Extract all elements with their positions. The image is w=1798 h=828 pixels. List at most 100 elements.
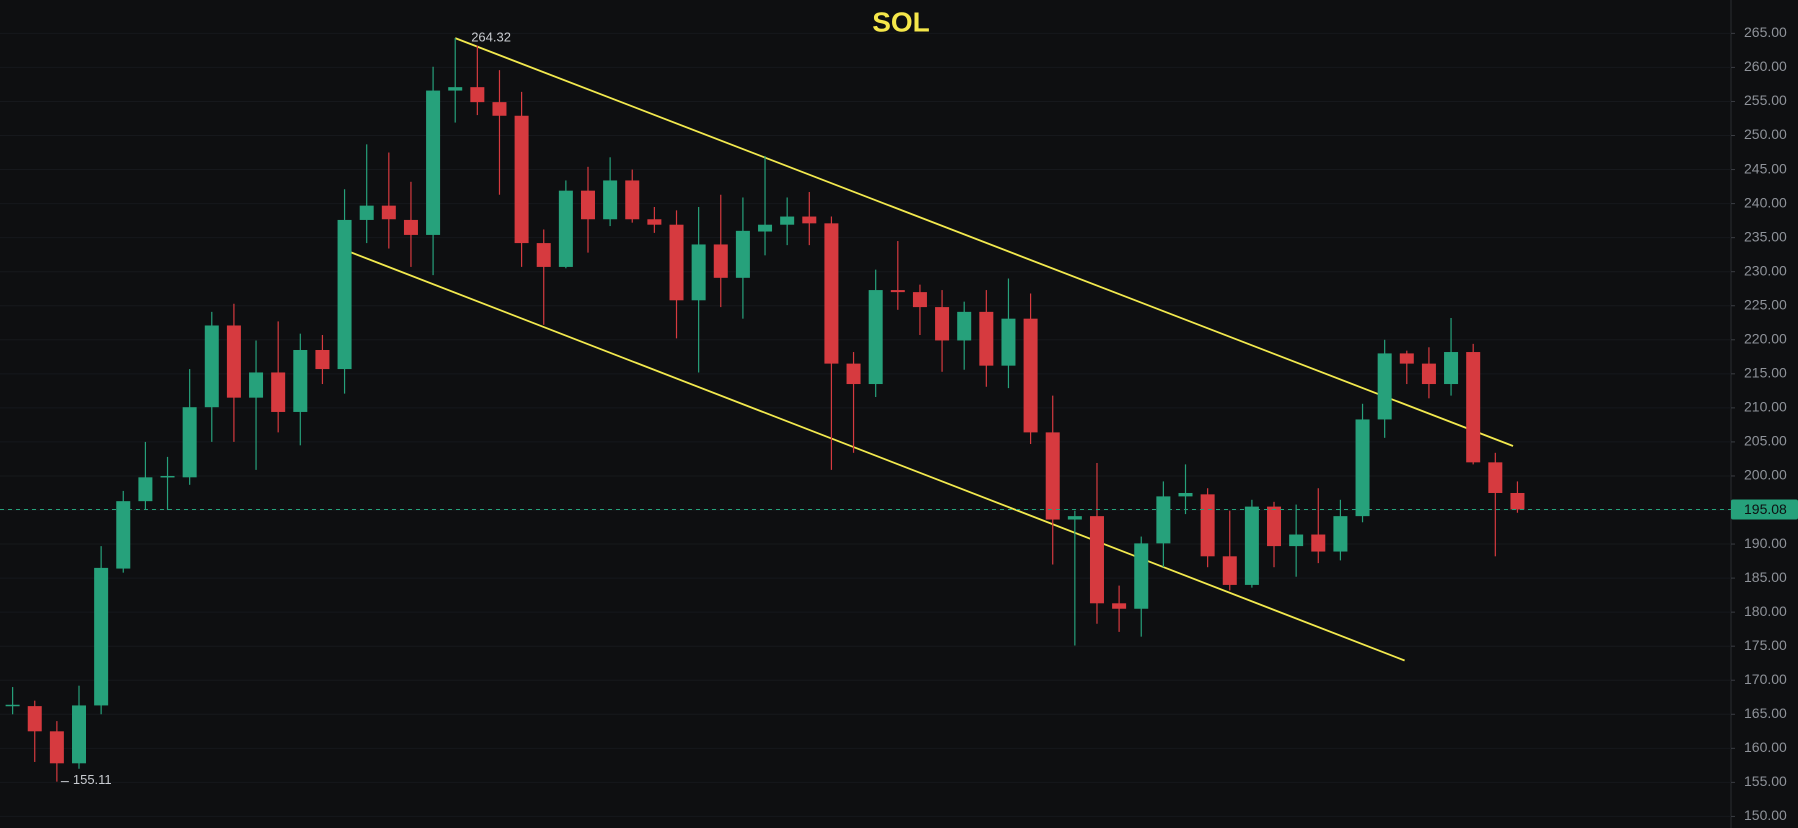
candle-body [1023,318,1038,433]
candle-body [403,219,418,235]
candle-body [1421,363,1436,385]
candle-body [1200,494,1215,557]
candle-body [846,363,861,385]
candle-body [735,230,750,278]
candle-body [49,731,64,764]
candle-body [182,407,197,478]
y-tick-label: 250.00 [1744,126,1787,142]
candle-body [1244,506,1259,585]
y-tick-label: 225.00 [1744,296,1787,312]
candle-body [1156,496,1171,544]
candle-body [824,223,839,364]
candle-body [359,205,374,220]
y-tick-label: 230.00 [1744,262,1787,278]
candle-body [1488,462,1503,493]
candle-body [536,243,551,267]
candle-body [1178,492,1193,497]
candle-body [337,219,352,370]
y-tick-label: 160.00 [1744,739,1787,755]
candle-body [1267,506,1282,547]
y-tick-label: 240.00 [1744,194,1787,210]
y-tick-label: 165.00 [1744,705,1787,721]
y-tick-label: 215.00 [1744,365,1787,381]
candles: 264.32 155.11 [0,29,1731,787]
candle-body [1510,492,1525,510]
price-axis: 150.00 155.00 160.00 165.00 170.00 175.00 180.… [1731,24,1798,823]
high-label: 264.32 [471,29,511,44]
candle-body [1067,516,1082,520]
candle-body [514,115,529,244]
candle-body [558,190,573,267]
y-tick-label: 180.00 [1744,603,1787,619]
candle-body [492,102,507,116]
y-tick-label: 260.00 [1744,58,1787,74]
candle-body [5,704,20,707]
candle-body [381,205,396,220]
candle-body [868,290,883,385]
y-tick-label: 235.00 [1744,228,1787,244]
candle-body [204,325,219,408]
y-tick-label: 190.00 [1744,535,1787,551]
candle-body [1134,543,1149,609]
candle-body [1289,534,1304,547]
y-tick-label: 150.00 [1744,807,1787,823]
candle-body [27,706,42,732]
candle-body [1466,352,1481,463]
candle-body [94,567,109,706]
y-tick-label: 155.00 [1744,773,1787,789]
trendline [344,249,1405,662]
y-tick-label: 265.00 [1744,24,1787,40]
candle-body [669,224,684,301]
candle-body [315,349,330,370]
price-label: 195.08 [1744,501,1787,517]
candle-body [1001,318,1016,366]
candle-body [1222,556,1237,585]
candle-body [979,311,994,366]
chart-title: SOL [872,6,930,37]
candle-body [1333,516,1348,552]
candle-body [226,325,241,398]
candle-body [912,292,927,308]
y-tick-label: 170.00 [1744,671,1787,687]
trendline [454,37,1514,447]
candle-body [1444,352,1459,385]
candle-body [470,87,485,103]
candle-body [249,372,264,398]
candle-body [426,90,441,235]
candle-body [758,224,773,232]
y-tick-label: 175.00 [1744,637,1787,653]
y-tick-label: 200.00 [1744,467,1787,483]
candle-body [116,501,131,569]
y-tick-label: 185.00 [1744,569,1787,585]
candle-body [802,216,817,224]
candle-body [1089,516,1104,604]
y-tick-label: 205.00 [1744,433,1787,449]
candle-body [780,216,795,225]
y-tick-label: 210.00 [1744,399,1787,415]
candle-body [293,349,308,412]
candle-body [713,244,728,278]
candle-body [691,244,706,301]
candle-body [1045,432,1060,520]
candle-body [935,307,950,341]
candle-body [890,290,905,293]
trendlines [344,37,1514,662]
candle-body [1311,534,1326,552]
grid [0,32,1731,817]
candle-body [647,219,662,225]
y-tick-label: 245.00 [1744,160,1787,176]
candle-body [625,180,640,220]
candle-body [72,705,87,764]
candle-body [957,311,972,341]
candle-body [448,87,463,91]
candle-body [1377,353,1392,420]
low-label: 155.11 [73,772,112,787]
y-tick-label: 255.00 [1744,92,1787,108]
price-badge [1731,499,1798,520]
y-tick-label: 220.00 [1744,330,1787,346]
candle-body [271,372,286,412]
candle-body [138,477,153,502]
